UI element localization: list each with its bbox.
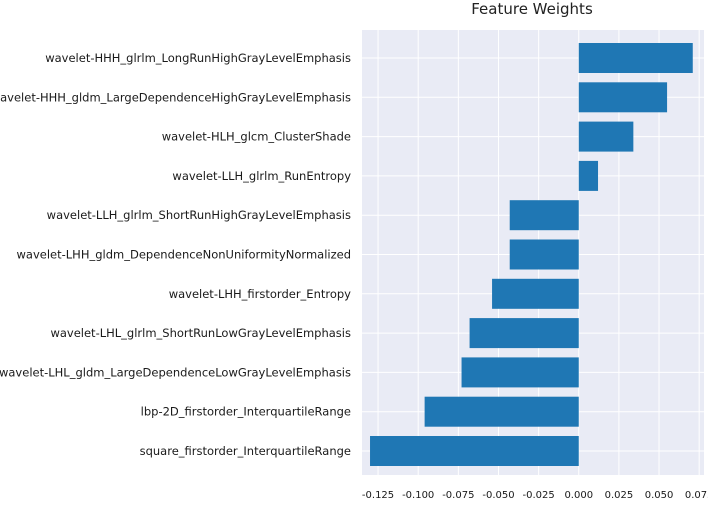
bar xyxy=(370,436,579,466)
bar xyxy=(492,278,579,309)
bar xyxy=(424,396,579,427)
bar xyxy=(578,121,634,152)
x-tick-label: -0.025 xyxy=(522,490,554,501)
category-label: wavelet-LLH_glrlm_ShortRunHighGrayLevelE… xyxy=(47,208,351,222)
x-tick-label: -0.100 xyxy=(402,490,434,501)
bar xyxy=(509,239,579,270)
x-tick-label: -0.050 xyxy=(482,490,514,501)
x-tick-label: 0.000 xyxy=(564,490,593,501)
category-label: wavelet-HHH_glrlm_LongRunHighGrayLevelEm… xyxy=(45,51,351,65)
category-labels: wavelet-HHH_glrlm_LongRunHighGrayLevelEm… xyxy=(0,51,351,458)
bar xyxy=(469,318,579,349)
category-label: wavelet-HLH_glcm_ClusterShade xyxy=(162,130,351,144)
category-label: lbp-2D_firstorder_InterquartileRange xyxy=(141,405,351,419)
x-tick-label: -0.075 xyxy=(442,490,474,501)
category-label: wavelet-LHH_gldm_DependenceNonUniformity… xyxy=(17,248,351,262)
category-label: wavelet-LHH_firstorder_Entropy xyxy=(169,287,351,301)
chart-title: Feature Weights xyxy=(471,0,593,18)
bar xyxy=(578,82,668,113)
category-label: wavelet-HHH_gldm_LargeDependenceHighGray… xyxy=(0,90,351,104)
category-label: wavelet-LHL_gldm_LargeDependenceLowGrayL… xyxy=(0,365,351,379)
bar xyxy=(578,160,599,191)
category-label: square_firstorder_InterquartileRange xyxy=(140,444,351,458)
x-tick-label: 0.075 xyxy=(685,490,708,501)
category-label: wavelet-LLH_glrlm_RunEntropy xyxy=(172,169,351,183)
x-tick-label: -0.125 xyxy=(362,490,394,501)
x-tick-labels: -0.125 -0.100 -0.075 -0.050 -0.025 0.000 0.025… xyxy=(362,490,708,501)
category-label: wavelet-LHL_glrlm_ShortRunLowGrayLevelEm… xyxy=(50,326,351,340)
bar xyxy=(578,43,693,73)
bar xyxy=(461,357,579,388)
bar xyxy=(509,200,579,231)
x-tick-label: 0.025 xyxy=(605,490,634,501)
x-tick-label: 0.050 xyxy=(645,490,674,501)
bars xyxy=(370,43,693,466)
